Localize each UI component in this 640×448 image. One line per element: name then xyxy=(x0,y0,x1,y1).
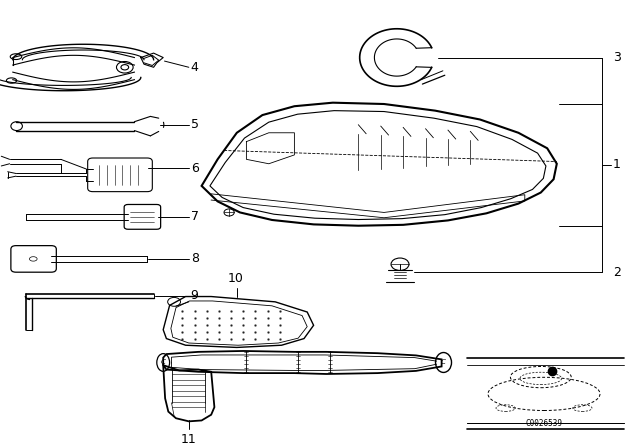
Text: 2: 2 xyxy=(613,266,621,279)
Text: 9: 9 xyxy=(191,289,198,302)
Text: 3: 3 xyxy=(613,51,621,64)
Text: 7: 7 xyxy=(191,211,198,224)
Text: 8: 8 xyxy=(191,252,198,265)
Text: C0026539: C0026539 xyxy=(525,419,563,428)
Text: C: C xyxy=(441,359,446,366)
Text: 11: 11 xyxy=(181,433,197,446)
Text: 1: 1 xyxy=(613,158,621,171)
Text: 4: 4 xyxy=(191,61,198,74)
Text: 10: 10 xyxy=(227,272,243,285)
Text: 5: 5 xyxy=(191,118,198,131)
Text: C: C xyxy=(161,359,166,366)
Text: 6: 6 xyxy=(191,162,198,175)
